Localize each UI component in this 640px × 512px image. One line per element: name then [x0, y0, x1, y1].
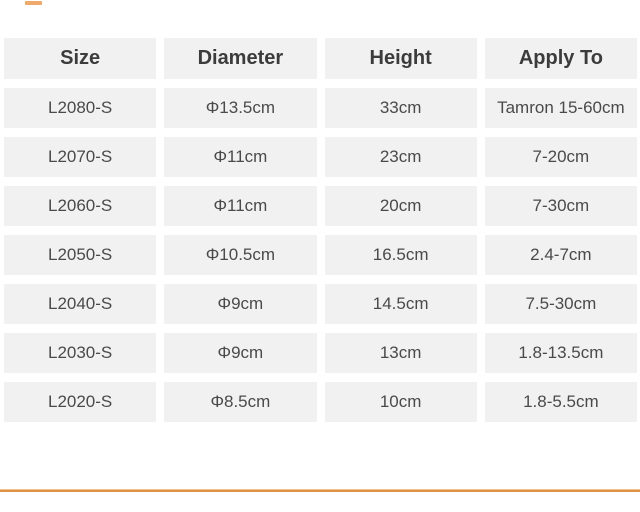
cell-height: 33cm	[324, 88, 477, 128]
cell-diameter: Φ9cm	[164, 284, 317, 324]
cell-size: L2030-S	[4, 333, 157, 373]
cell-height: 13cm	[324, 333, 477, 373]
cell-apply-to: 2.4-7cm	[484, 235, 637, 275]
cell-apply-to: 7-30cm	[484, 186, 637, 226]
cell-apply-to: 1.8-5.5cm	[484, 382, 637, 422]
cell-size: L2060-S	[4, 186, 157, 226]
column-header-size: Size	[4, 38, 157, 79]
cell-height: 23cm	[324, 137, 477, 177]
column-header-height: Height	[324, 38, 477, 79]
cell-diameter: Φ11cm	[164, 137, 317, 177]
cell-diameter: Φ11cm	[164, 186, 317, 226]
cell-height: 16.5cm	[324, 235, 477, 275]
cell-apply-to: 7-20cm	[484, 137, 637, 177]
cell-diameter: Φ9cm	[164, 333, 317, 373]
top-accent-dash	[25, 1, 42, 5]
cell-size: L2020-S	[4, 382, 157, 422]
cell-size: L2080-S	[4, 88, 157, 128]
cell-size: L2050-S	[4, 235, 157, 275]
column-header-diameter: Diameter	[164, 38, 317, 79]
cell-height: 10cm	[324, 382, 477, 422]
spec-table: Size Diameter Height Apply To L2080-S Φ1…	[4, 38, 637, 422]
cell-apply-to: Tamron 15-60cm	[484, 88, 637, 128]
bottom-divider-line	[0, 489, 640, 492]
cell-size: L2040-S	[4, 284, 157, 324]
cell-height: 20cm	[324, 186, 477, 226]
cell-apply-to: 7.5-30cm	[484, 284, 637, 324]
cell-size: L2070-S	[4, 137, 157, 177]
column-header-apply-to: Apply To	[484, 38, 637, 79]
cell-diameter: Φ13.5cm	[164, 88, 317, 128]
cell-diameter: Φ8.5cm	[164, 382, 317, 422]
cell-height: 14.5cm	[324, 284, 477, 324]
cell-apply-to: 1.8-13.5cm	[484, 333, 637, 373]
cell-diameter: Φ10.5cm	[164, 235, 317, 275]
